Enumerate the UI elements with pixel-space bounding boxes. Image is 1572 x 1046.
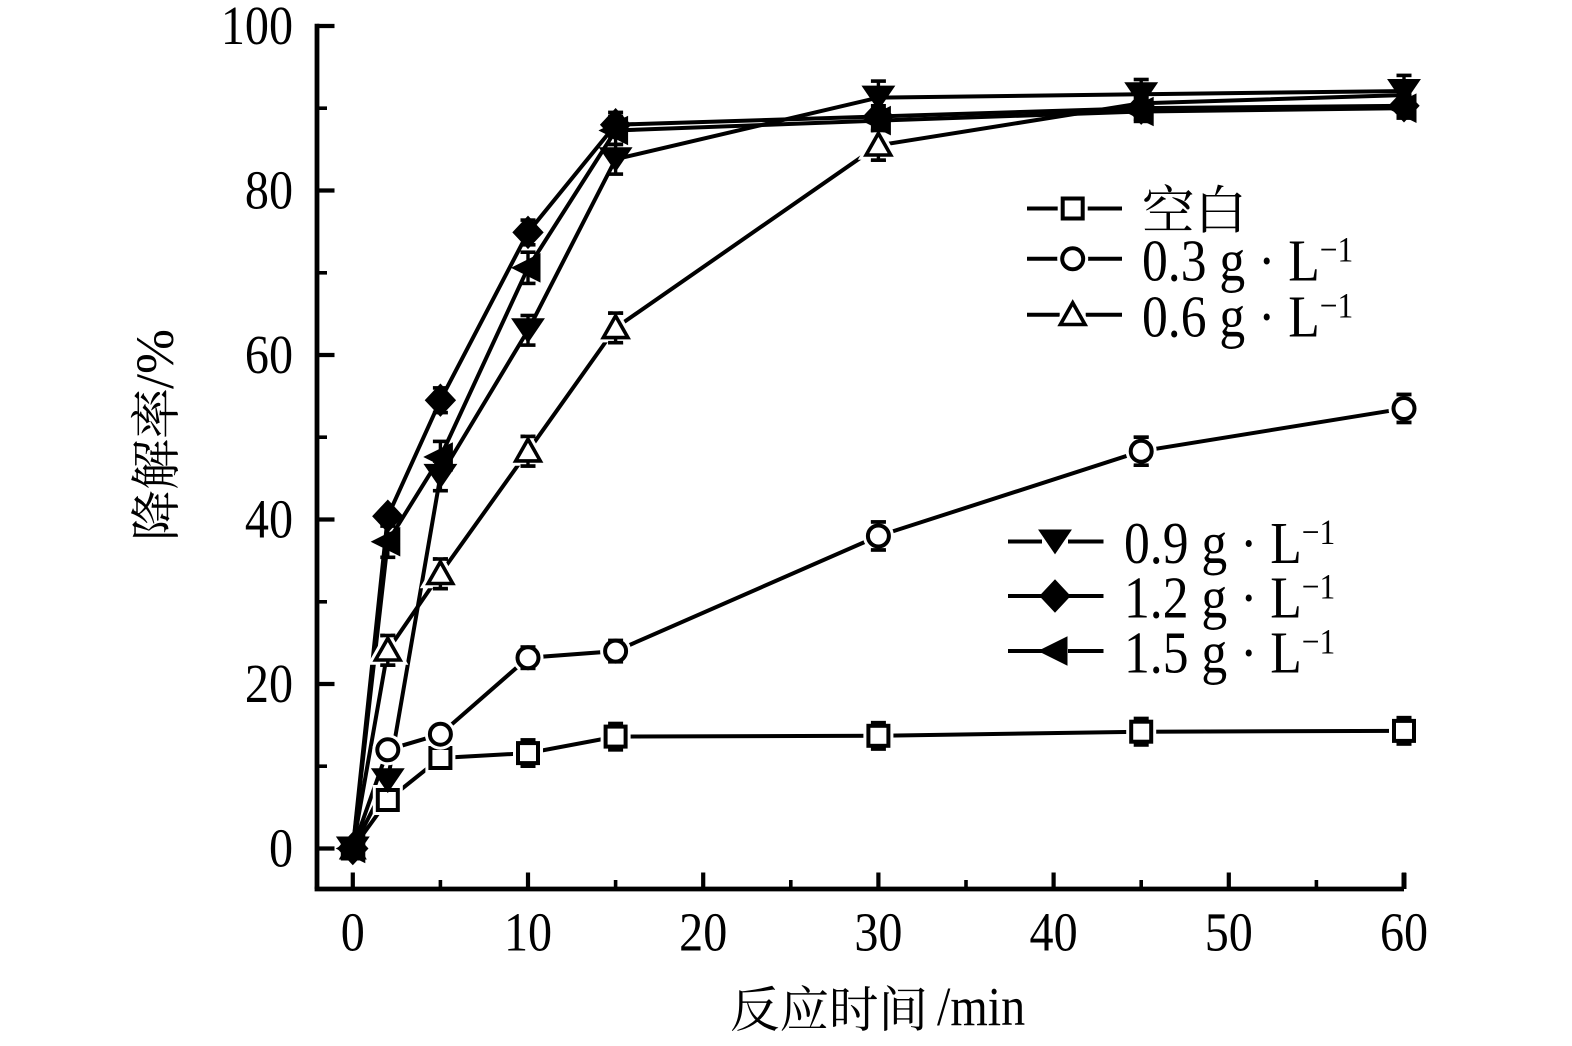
svg-text:0: 0	[269, 818, 293, 879]
svg-text:100: 100	[221, 0, 293, 57]
svg-text:40: 40	[245, 489, 293, 550]
svg-text:50: 50	[1205, 903, 1253, 964]
svg-text:60: 60	[1380, 903, 1428, 964]
svg-text:1.5 g · L−1: 1.5 g · L−1	[1124, 620, 1335, 685]
svg-text:0.9 g · L−1: 0.9 g · L−1	[1124, 511, 1335, 576]
svg-text:20: 20	[679, 903, 727, 964]
svg-text:80: 80	[245, 160, 293, 221]
svg-text:0.3 g · L−1: 0.3 g · L−1	[1142, 228, 1353, 293]
svg-text:0: 0	[341, 903, 365, 964]
svg-text:20: 20	[245, 654, 293, 715]
svg-text:1.2 g · L−1: 1.2 g · L−1	[1124, 565, 1335, 630]
svg-text:40: 40	[1030, 903, 1078, 964]
svg-text:60: 60	[245, 325, 293, 386]
svg-text:10: 10	[504, 903, 552, 964]
svg-text:0.6 g · L−1: 0.6 g · L−1	[1142, 284, 1353, 349]
svg-text:/%: /%	[125, 329, 185, 389]
svg-text:30: 30	[854, 903, 902, 964]
svg-text:/min: /min	[937, 977, 1025, 1038]
